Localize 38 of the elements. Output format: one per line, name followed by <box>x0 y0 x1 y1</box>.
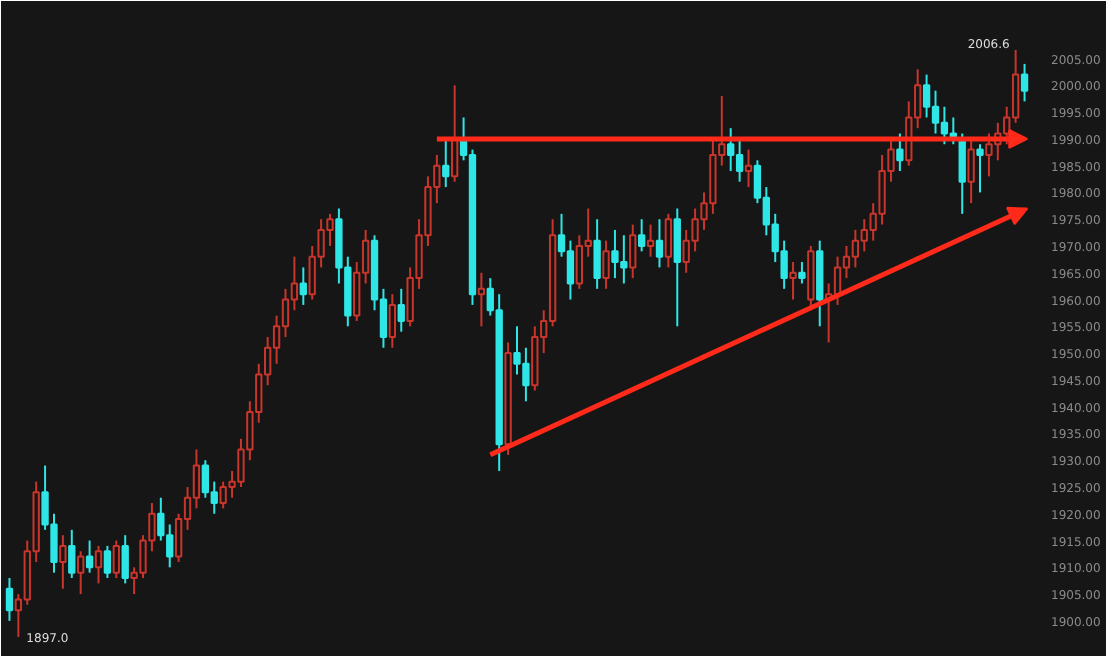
candlestick <box>397 287 405 333</box>
candlestick <box>798 261 806 285</box>
candlestick <box>566 239 575 301</box>
candlestick <box>593 218 601 290</box>
candlestick <box>5 577 14 622</box>
candlestick <box>85 539 94 574</box>
candlestick <box>94 544 103 585</box>
candlestick <box>958 132 966 215</box>
candlestick <box>1020 62 1029 103</box>
candlestick <box>896 132 904 173</box>
candlestick <box>388 293 397 349</box>
candlestick <box>59 534 67 590</box>
candlestick <box>299 266 307 306</box>
candlestick <box>727 127 735 173</box>
candlestick <box>967 137 975 205</box>
candlestick <box>629 223 637 280</box>
candlestick <box>664 212 673 269</box>
candlestick <box>735 137 744 183</box>
candlestick <box>789 261 797 301</box>
candlestick <box>646 223 655 258</box>
candlestick <box>112 539 120 580</box>
candlestick <box>477 271 486 328</box>
candlestick <box>602 239 610 290</box>
candlestick <box>851 228 860 269</box>
candlestick <box>77 550 85 596</box>
candlestick <box>442 137 450 189</box>
candlestick <box>931 89 940 135</box>
candlestick <box>68 528 76 580</box>
candlestick <box>103 544 112 580</box>
candlestick <box>976 143 984 194</box>
candlestick <box>744 148 753 189</box>
candlestick <box>121 534 129 585</box>
candlestick <box>673 207 681 328</box>
candlestick <box>655 218 664 269</box>
candlestick <box>201 459 210 499</box>
candlestick <box>637 218 646 253</box>
candlestick <box>940 105 949 146</box>
candlestick <box>922 73 931 119</box>
